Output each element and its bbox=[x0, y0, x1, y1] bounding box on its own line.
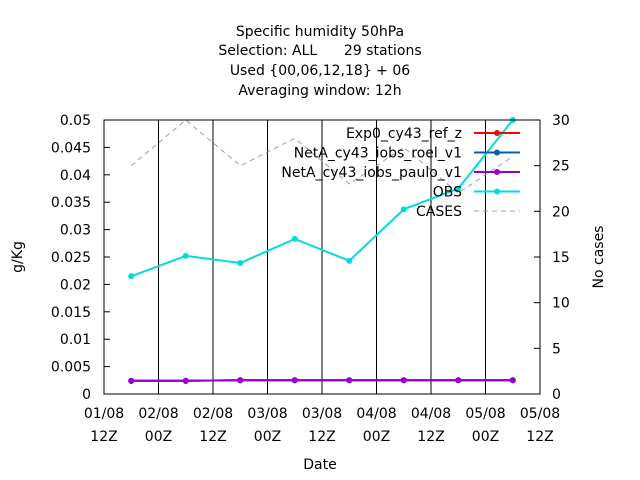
y-tick-label: 0.045 bbox=[51, 140, 91, 156]
x-tick-label-hour: 00Z bbox=[363, 429, 390, 445]
tick-marks bbox=[103, 119, 541, 395]
series-line-neta-cy43-iobs-paulo-v1 bbox=[131, 379, 513, 382]
y2-tick-labels: 0 5 10 15 20 25 30 bbox=[552, 113, 570, 403]
y2-tick-label: 10 bbox=[552, 296, 570, 312]
legend: Exp0_cy43_ref_z NetA_cy43_iobs_roel_v1 Net… bbox=[281, 126, 520, 220]
y2-tick-label: 0 bbox=[552, 387, 561, 403]
legend-marker bbox=[494, 149, 500, 156]
y-tick-label: 0.02 bbox=[60, 277, 91, 293]
data-point bbox=[182, 377, 189, 384]
x-tick-label-hour: 12Z bbox=[526, 429, 553, 445]
y-tick-label: 0.005 bbox=[51, 360, 91, 376]
legend-marker bbox=[494, 188, 500, 195]
y-axis-label: g/Kg bbox=[10, 241, 26, 273]
legend-label: CASES bbox=[416, 204, 462, 220]
data-point bbox=[346, 257, 353, 264]
x-tick-label-hour: 00Z bbox=[145, 429, 172, 445]
data-point bbox=[128, 377, 135, 384]
y-tick-label: 0.04 bbox=[60, 168, 91, 184]
data-point bbox=[346, 377, 353, 384]
y2-tick-label: 30 bbox=[552, 113, 570, 129]
series-line-obs bbox=[130, 119, 514, 278]
y-tick-label: 0.01 bbox=[60, 332, 91, 348]
data-point bbox=[291, 235, 298, 242]
y-tick-label: 0.035 bbox=[51, 195, 91, 211]
data-point bbox=[400, 206, 407, 213]
x-tick-label-date: 04/08 bbox=[411, 406, 451, 422]
title-line: Used {00,06,12,18} + 06 bbox=[230, 63, 410, 79]
y2-tick-label: 5 bbox=[552, 341, 561, 357]
y-tick-label: 0 bbox=[82, 387, 91, 403]
y-tick-label: 0.015 bbox=[51, 305, 91, 321]
y-tick-labels: 0 0.005 0.01 0.015 0.02 0.025 0.03 0.035 0.04 0.0… bbox=[51, 113, 91, 403]
x-tick-label-hour: 12Z bbox=[417, 429, 444, 445]
x-tick-label-date: 05/08 bbox=[465, 406, 505, 422]
x-tick-label-hour: 12Z bbox=[199, 429, 226, 445]
x-axis-label: Date bbox=[303, 457, 336, 473]
legend-label: Exp0_cy43_ref_z bbox=[346, 126, 462, 142]
series-line-cases bbox=[130, 119, 514, 194]
x-tick-label-hour: 12Z bbox=[308, 429, 335, 445]
data-point bbox=[509, 377, 516, 384]
legend-label: NetA_cy43_iobs_paulo_v1 bbox=[281, 165, 462, 181]
data-point bbox=[237, 377, 244, 384]
data-point bbox=[237, 260, 244, 267]
title-line: Selection: ALL 29 stations bbox=[218, 43, 421, 59]
x-tick-label-hour: 00Z bbox=[472, 429, 499, 445]
y-tick-label: 0.05 bbox=[60, 113, 91, 129]
data-point bbox=[291, 377, 298, 384]
x-tick-label-date: 05/08 bbox=[520, 406, 560, 422]
title-line: Averaging window: 12h bbox=[238, 83, 401, 99]
legend-label: OBS bbox=[433, 185, 462, 201]
x-tick-label-date: 02/08 bbox=[193, 406, 233, 422]
x-tick-label-date: 01/08 bbox=[84, 406, 124, 422]
y-tick-label: 0.025 bbox=[51, 250, 91, 266]
y-tick-label: 0.03 bbox=[60, 223, 91, 239]
plot-series bbox=[128, 117, 516, 384]
x-tick-label-date: 03/08 bbox=[247, 406, 287, 422]
x-tick-label-hour: 00Z bbox=[254, 429, 281, 445]
data-point bbox=[455, 185, 462, 192]
y2-tick-label: 20 bbox=[552, 204, 570, 220]
y2-tick-label: 15 bbox=[552, 250, 570, 266]
x-tick-label-date: 04/08 bbox=[356, 406, 396, 422]
x-tick-label-date: 03/08 bbox=[302, 406, 342, 422]
data-point bbox=[400, 377, 407, 384]
legend-marker bbox=[494, 130, 500, 136]
x-tick-label-hour: 12Z bbox=[90, 429, 117, 445]
y2-axis-label: No cases bbox=[591, 226, 607, 289]
legend-label: NetA_cy43_iobs_roel_v1 bbox=[294, 146, 462, 162]
data-point bbox=[128, 273, 135, 280]
y2-tick-label: 25 bbox=[552, 159, 570, 175]
data-point bbox=[455, 377, 462, 384]
x-tick-labels: 01/08 12Z 02/08 00Z 02/08 12Z 03/08 00Z 03/08 12Z… bbox=[84, 406, 560, 445]
data-point bbox=[182, 252, 189, 259]
x-tick-label-date: 02/08 bbox=[138, 406, 178, 422]
title-line: Specific humidity 50hPa bbox=[236, 24, 404, 40]
chart-title: Specific humidity 50hPa Selection: ALL 2… bbox=[218, 24, 421, 99]
legend-marker bbox=[494, 169, 500, 175]
